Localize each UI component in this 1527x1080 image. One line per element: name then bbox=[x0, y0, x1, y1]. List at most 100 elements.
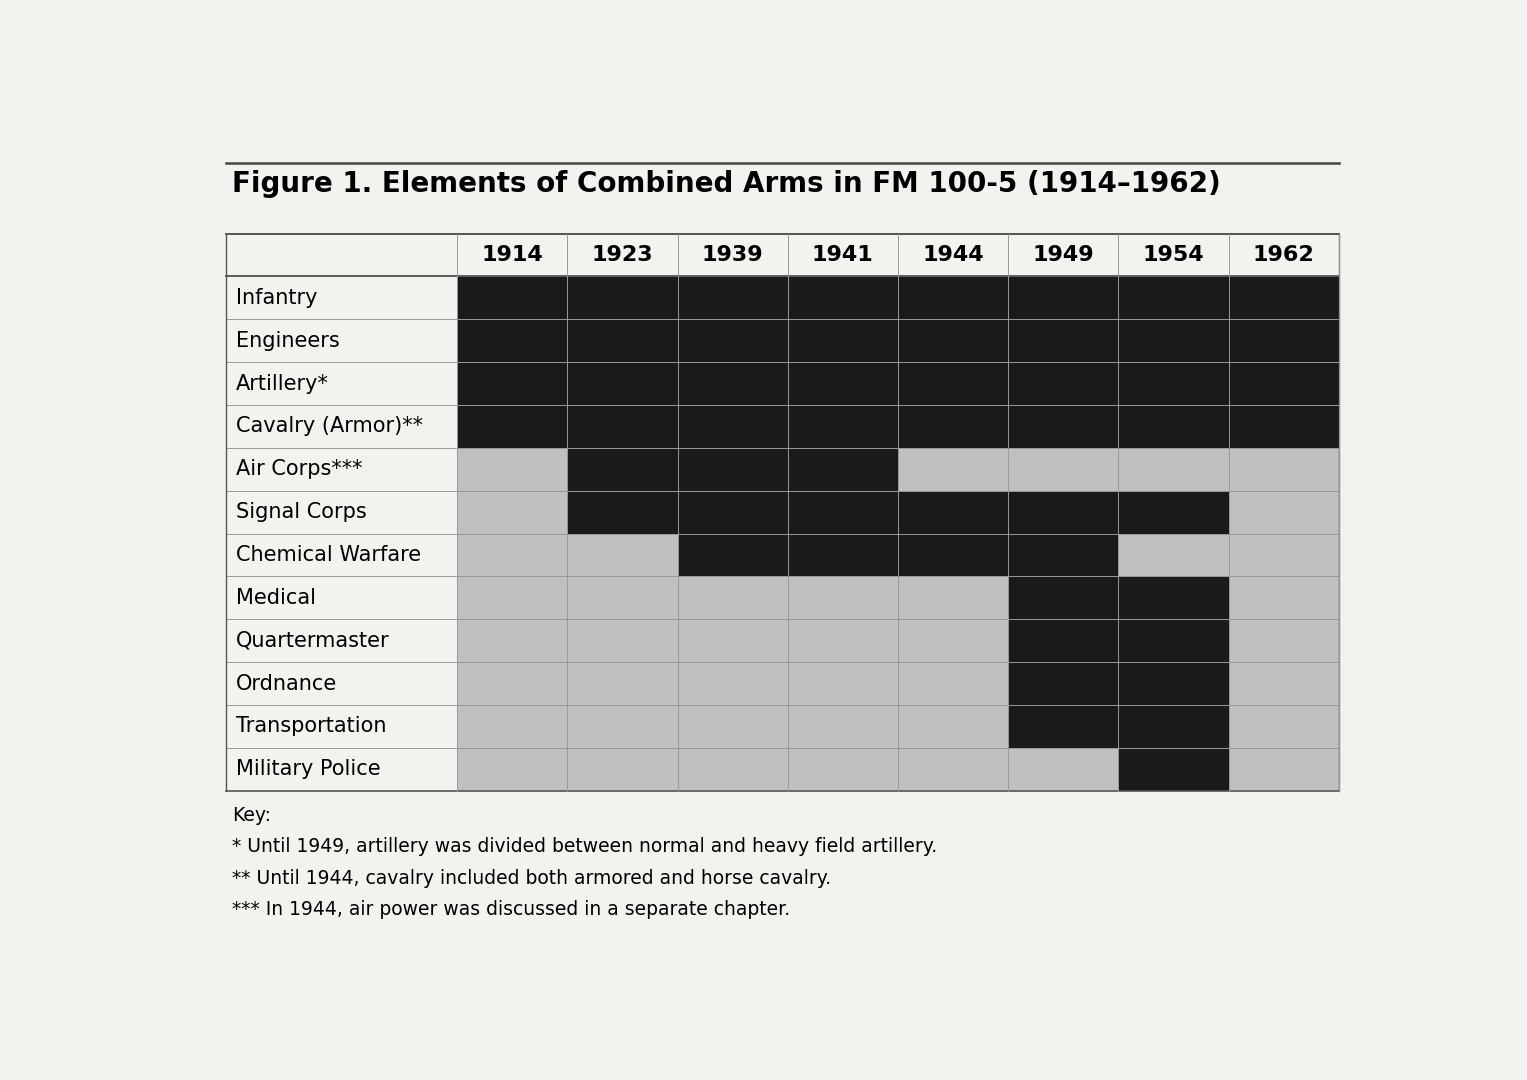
Bar bbox=[457, 362, 568, 405]
Bar bbox=[1008, 662, 1118, 705]
Bar bbox=[898, 619, 1008, 662]
Bar bbox=[1118, 490, 1229, 534]
Bar bbox=[568, 448, 678, 490]
Bar bbox=[1118, 577, 1229, 619]
Text: *** In 1944, air power was discussed in a separate chapter.: *** In 1944, air power was discussed in … bbox=[232, 901, 791, 919]
Text: 1914: 1914 bbox=[481, 245, 544, 265]
Bar bbox=[568, 320, 678, 362]
Bar bbox=[788, 705, 898, 747]
Text: 1954: 1954 bbox=[1142, 245, 1205, 265]
Bar bbox=[568, 619, 678, 662]
Bar bbox=[898, 362, 1008, 405]
Bar bbox=[788, 490, 898, 534]
Text: Air Corps***: Air Corps*** bbox=[235, 459, 362, 480]
Bar bbox=[457, 577, 568, 619]
Text: 1962: 1962 bbox=[1252, 245, 1315, 265]
Bar bbox=[1008, 362, 1118, 405]
Text: Cavalry (Armor)**: Cavalry (Armor)** bbox=[235, 417, 423, 436]
Text: * Until 1949, artillery was divided between normal and heavy field artillery.: * Until 1949, artillery was divided betw… bbox=[232, 837, 938, 856]
Bar bbox=[678, 577, 788, 619]
Bar bbox=[898, 705, 1008, 747]
Bar bbox=[1229, 320, 1339, 362]
Bar bbox=[1118, 705, 1229, 747]
Bar bbox=[788, 362, 898, 405]
Text: Signal Corps: Signal Corps bbox=[235, 502, 366, 522]
Text: Key:: Key: bbox=[232, 806, 272, 825]
Bar bbox=[1008, 705, 1118, 747]
Text: Infantry: Infantry bbox=[235, 288, 318, 308]
Bar bbox=[1008, 448, 1118, 490]
Bar bbox=[678, 619, 788, 662]
Bar bbox=[1229, 534, 1339, 577]
Bar bbox=[568, 577, 678, 619]
Bar bbox=[568, 405, 678, 448]
Bar bbox=[1008, 747, 1118, 791]
Bar bbox=[1118, 662, 1229, 705]
Bar bbox=[568, 362, 678, 405]
Bar bbox=[1118, 362, 1229, 405]
Bar bbox=[568, 662, 678, 705]
Text: 1923: 1923 bbox=[591, 245, 654, 265]
Bar bbox=[1229, 490, 1339, 534]
Bar bbox=[1008, 490, 1118, 534]
Bar bbox=[898, 405, 1008, 448]
Text: ** Until 1944, cavalry included both armored and horse cavalry.: ** Until 1944, cavalry included both arm… bbox=[232, 869, 831, 888]
Bar bbox=[1118, 320, 1229, 362]
Bar bbox=[788, 534, 898, 577]
Bar bbox=[788, 619, 898, 662]
Bar bbox=[1229, 362, 1339, 405]
Text: Engineers: Engineers bbox=[235, 330, 339, 351]
Text: 1941: 1941 bbox=[812, 245, 873, 265]
Text: Artillery*: Artillery* bbox=[235, 374, 328, 393]
Bar bbox=[1229, 276, 1339, 320]
Text: 1939: 1939 bbox=[702, 245, 764, 265]
Bar bbox=[568, 705, 678, 747]
Bar bbox=[898, 534, 1008, 577]
Bar bbox=[1008, 276, 1118, 320]
Bar bbox=[788, 448, 898, 490]
Bar bbox=[678, 362, 788, 405]
Bar bbox=[1008, 405, 1118, 448]
Bar bbox=[1118, 619, 1229, 662]
Text: Medical: Medical bbox=[235, 588, 316, 608]
Bar bbox=[1008, 619, 1118, 662]
Bar bbox=[1229, 662, 1339, 705]
Text: Quartermaster: Quartermaster bbox=[235, 631, 389, 651]
Bar bbox=[1229, 747, 1339, 791]
Bar bbox=[1229, 619, 1339, 662]
Bar bbox=[678, 276, 788, 320]
Bar bbox=[1118, 276, 1229, 320]
Bar bbox=[457, 320, 568, 362]
Bar bbox=[788, 577, 898, 619]
Bar bbox=[898, 490, 1008, 534]
Bar bbox=[678, 747, 788, 791]
Bar bbox=[1229, 405, 1339, 448]
Bar bbox=[457, 405, 568, 448]
Bar bbox=[678, 320, 788, 362]
Bar bbox=[1229, 705, 1339, 747]
Bar bbox=[457, 619, 568, 662]
Text: Military Police: Military Police bbox=[235, 759, 380, 780]
Bar bbox=[568, 747, 678, 791]
Text: Figure 1. Elements of Combined Arms in FM 100-5 (1914–1962): Figure 1. Elements of Combined Arms in F… bbox=[232, 170, 1222, 198]
Bar bbox=[788, 662, 898, 705]
Bar bbox=[1229, 577, 1339, 619]
Text: 1944: 1944 bbox=[922, 245, 983, 265]
Bar bbox=[898, 448, 1008, 490]
Bar bbox=[898, 577, 1008, 619]
Text: Chemical Warfare: Chemical Warfare bbox=[235, 545, 421, 565]
Bar bbox=[1229, 448, 1339, 490]
Bar bbox=[457, 490, 568, 534]
Bar bbox=[1008, 577, 1118, 619]
Bar bbox=[678, 534, 788, 577]
Bar bbox=[788, 320, 898, 362]
Bar bbox=[457, 276, 568, 320]
Bar bbox=[1118, 747, 1229, 791]
Bar bbox=[1118, 448, 1229, 490]
Bar bbox=[457, 534, 568, 577]
Text: 1949: 1949 bbox=[1032, 245, 1093, 265]
Bar bbox=[788, 405, 898, 448]
Text: Ordnance: Ordnance bbox=[235, 674, 337, 693]
Bar bbox=[1118, 534, 1229, 577]
Bar bbox=[678, 448, 788, 490]
